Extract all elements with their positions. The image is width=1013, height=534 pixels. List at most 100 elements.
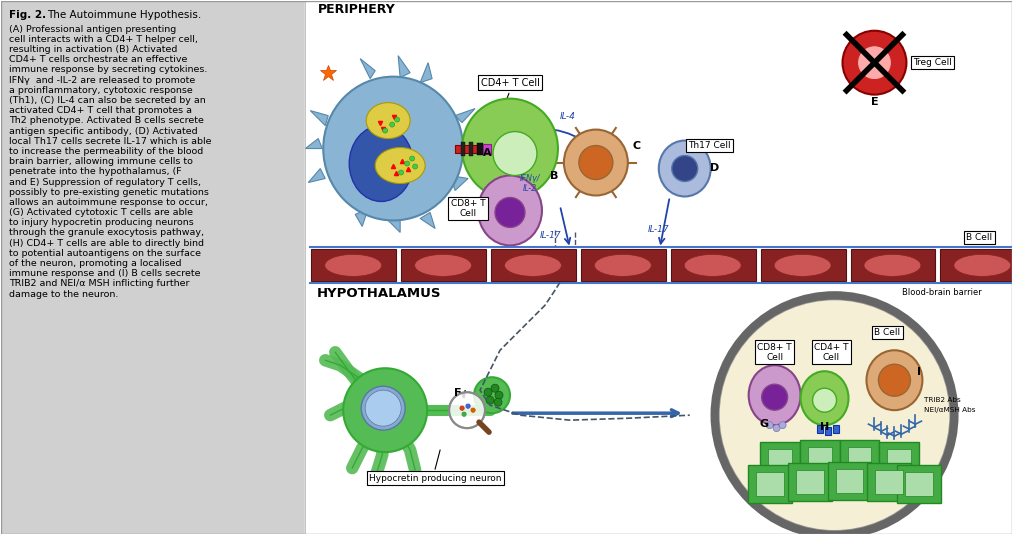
Text: TRIB2 and NEI/α MSH inflicting further: TRIB2 and NEI/α MSH inflicting further [9,279,189,288]
Polygon shape [310,111,328,125]
Bar [469,142,473,155]
Bar [401,249,486,281]
Text: HYPOTHALAMUS: HYPOTHALAMUS [316,287,441,300]
Text: CD8+ T
Cell: CD8+ T Cell [758,342,792,362]
Circle shape [486,396,494,404]
Text: resulting in activation (B) Activated: resulting in activation (B) Activated [9,45,177,54]
Circle shape [459,405,465,411]
Circle shape [491,384,499,392]
Bar [833,425,839,433]
Polygon shape [356,208,368,226]
Ellipse shape [367,103,410,138]
Circle shape [383,128,388,133]
Text: antigen specific antibody, (D) Activated: antigen specific antibody, (D) Activated [9,127,198,136]
Polygon shape [305,138,322,148]
Circle shape [766,422,773,429]
Ellipse shape [595,254,651,277]
Circle shape [719,300,949,530]
Bar [795,470,824,494]
Circle shape [412,164,417,169]
Polygon shape [388,215,400,232]
Text: C: C [633,140,641,151]
Text: Fig. 2.: Fig. 2. [9,10,46,20]
Bar [311,249,396,281]
Bar [491,249,576,281]
Text: (G) Activated cytotoxic T cells are able: (G) Activated cytotoxic T cells are able [9,208,192,217]
Text: damage to the neuron.: damage to the neuron. [9,289,119,299]
Text: to injury hypocretin producing neurons: to injury hypocretin producing neurons [9,218,193,227]
Text: B Cell: B Cell [874,328,901,337]
Bar [940,249,1013,281]
Text: The Autoimmune Hypothesis.: The Autoimmune Hypothesis. [47,10,201,20]
Text: IL-17: IL-17 [540,231,561,240]
Text: CD8+ T
Cell: CD8+ T Cell [451,199,485,218]
Text: immune response by secreting cytokines.: immune response by secreting cytokines. [9,66,207,74]
Text: D: D [710,162,719,172]
Bar [748,465,791,503]
Ellipse shape [325,254,382,277]
Text: (Th1), (C) IL-4 can also be secreted by an: (Th1), (C) IL-4 can also be secreted by … [9,96,206,105]
Text: penetrate into the hypothalamus, (F: penetrate into the hypothalamus, (F [9,167,181,176]
Text: H: H [820,422,829,432]
Bar [305,1,1012,534]
Polygon shape [455,108,475,123]
Circle shape [449,392,485,428]
Bar [836,469,863,493]
Circle shape [812,388,837,412]
Text: to increase the permeability of the blood: to increase the permeability of the bloo… [9,147,203,156]
Circle shape [493,131,537,176]
Bar [756,472,784,496]
Text: CD4+ T Cell: CD4+ T Cell [480,77,540,88]
Circle shape [399,170,403,175]
Bar [483,144,491,154]
Circle shape [779,422,786,429]
Bar [906,472,933,496]
Circle shape [474,377,510,413]
Circle shape [366,390,401,426]
Ellipse shape [323,77,463,221]
Ellipse shape [954,254,1011,277]
Ellipse shape [658,140,711,197]
Text: (H) CD4+ T cells are able to directly bind: (H) CD4+ T cells are able to directly bi… [9,239,204,248]
Bar [799,440,840,475]
Circle shape [495,391,503,399]
Text: IFNγ/
IL-2: IFNγ/ IL-2 [520,174,540,193]
Text: CD4+ T cells orchestrate an effective: CD4+ T cells orchestrate an effective [9,56,187,64]
Polygon shape [420,62,433,83]
Text: Th17 Cell: Th17 Cell [689,141,731,150]
Bar [825,427,831,435]
Bar [851,249,935,281]
Polygon shape [398,56,410,77]
Text: possibly to pre-existing genetic mutations: possibly to pre-existing genetic mutatio… [9,187,209,197]
Ellipse shape [864,254,921,277]
Bar [879,442,920,477]
Bar [867,463,912,501]
Polygon shape [420,213,436,229]
Text: activated CD4+ T cell that promotes a: activated CD4+ T cell that promotes a [9,106,191,115]
Ellipse shape [504,254,561,277]
Circle shape [484,388,492,396]
Text: a proinflammatory, cytotoxic response: a proinflammatory, cytotoxic response [9,86,192,95]
Circle shape [843,31,907,95]
Circle shape [715,295,954,534]
Polygon shape [450,176,468,191]
Circle shape [494,398,502,406]
Ellipse shape [749,365,800,425]
Bar [760,442,799,477]
Text: and E) Suppression of regulatory T cells,: and E) Suppression of regulatory T cells… [9,177,201,186]
Bar [807,447,832,469]
Circle shape [409,156,414,161]
Bar [840,440,879,475]
Bar [1,1,305,534]
Bar [461,142,465,155]
Ellipse shape [564,130,628,195]
Text: NEI/αMSH Abs: NEI/αMSH Abs [925,407,976,413]
Ellipse shape [774,254,831,277]
Text: IL-17: IL-17 [647,225,670,234]
Text: E: E [870,97,878,107]
Text: Treg Cell: Treg Cell [913,58,952,67]
Ellipse shape [375,147,425,184]
Text: A: A [483,147,491,158]
Text: PERIPHERY: PERIPHERY [318,3,396,15]
Text: TRIB2 Abs: TRIB2 Abs [925,397,961,403]
